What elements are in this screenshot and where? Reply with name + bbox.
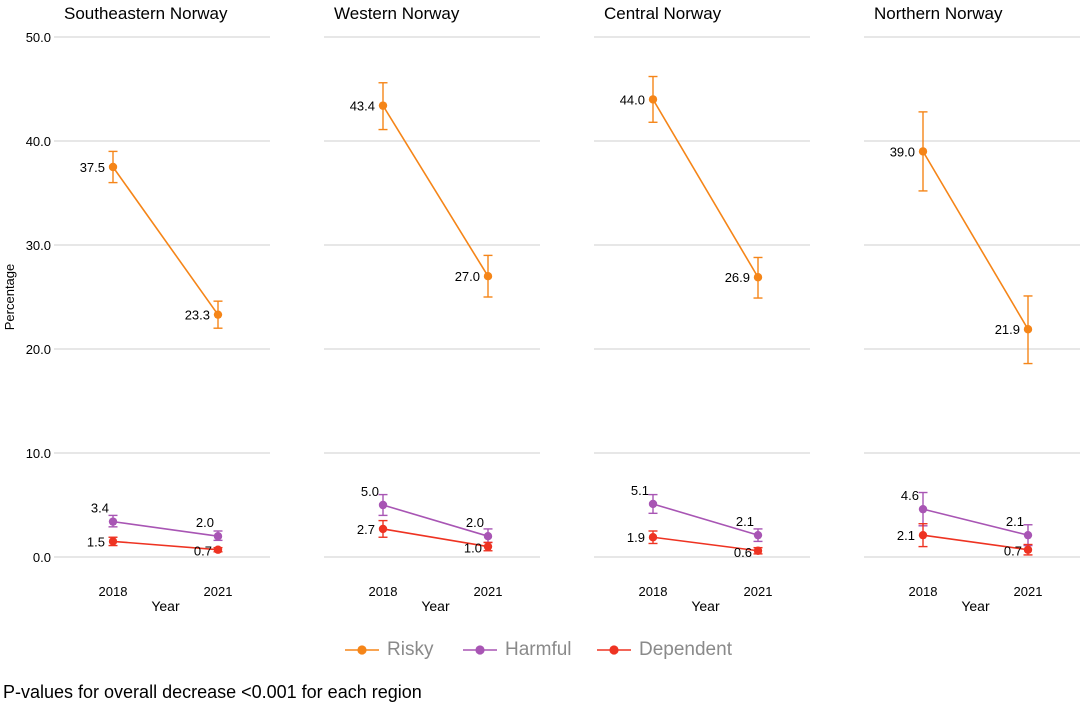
legend-swatch-risky [345, 645, 379, 655]
legend-item-harmful: Harmful [462, 636, 572, 664]
x-axis-title: Year [691, 598, 720, 614]
x-tick-label: 2018 [909, 584, 938, 599]
y-tick-label: 40.0 [26, 134, 51, 149]
data-label-harmful: 3.4 [91, 501, 109, 516]
point-harmful [378, 500, 388, 510]
data-label-dependent: 1.5 [87, 534, 105, 549]
x-axis-title: Year [421, 598, 450, 614]
point-harmful [483, 532, 493, 541]
legend-label-dependent: Dependent [639, 639, 732, 660]
point-dependent [483, 542, 493, 551]
point-risky [1023, 325, 1033, 334]
point-dependent [108, 537, 118, 546]
footnote: P-values for overall decrease <0.001 for… [3, 682, 422, 702]
series-line-harmful [922, 508, 1029, 536]
series-line-dependent [382, 528, 489, 548]
x-axis-title: Year [151, 598, 180, 614]
data-label-harmful: 2.1 [1006, 514, 1024, 529]
data-label-dependent: 0.6 [734, 545, 752, 560]
data-label-dependent: 0.7 [1004, 544, 1022, 559]
y-axis-title: Percentage [2, 264, 17, 331]
y-tick-label: 30.0 [26, 238, 51, 253]
data-label-risky: 26.9 [725, 270, 750, 285]
data-label-dependent: 1.0 [464, 541, 482, 556]
x-tick-label: 2018 [639, 584, 668, 599]
data-label-risky: 37.5 [80, 160, 105, 175]
data-label-risky: 39.0 [890, 144, 915, 159]
data-label-harmful: 5.0 [361, 484, 379, 499]
point-risky [378, 101, 388, 110]
data-label-harmful: 4.6 [901, 488, 919, 503]
x-tick-label: 2021 [744, 584, 773, 599]
legend-dot-risky [357, 645, 367, 655]
legend-swatch-dependent [597, 645, 631, 655]
x-tick-label: 2018 [369, 584, 398, 599]
panel-title-northern-norway: Northern Norway [874, 4, 1003, 23]
point-harmful [1023, 530, 1033, 540]
point-risky [753, 273, 763, 282]
x-tick-label: 2021 [474, 584, 503, 599]
data-label-risky: 23.3 [185, 308, 210, 323]
series-line-dependent [652, 536, 759, 552]
data-label-risky: 27.0 [455, 269, 480, 284]
data-label-harmful: 2.1 [736, 514, 754, 529]
y-tick-label: 20.0 [26, 342, 51, 357]
point-harmful [648, 499, 658, 509]
data-label-risky: 21.9 [995, 322, 1020, 337]
series-line-dependent [922, 534, 1029, 551]
series-line-risky [652, 98, 759, 278]
point-dependent [1023, 545, 1033, 554]
legend: Risky Harmful Dependent [344, 636, 764, 664]
legend-label-risky: Risky [387, 639, 434, 660]
point-harmful [213, 532, 223, 541]
point-dependent [213, 545, 223, 554]
y-tick-label: 50.0 [26, 30, 51, 45]
point-dependent [378, 524, 388, 534]
panel-title-central-norway: Central Norway [604, 4, 722, 23]
data-label-harmful: 5.1 [631, 483, 649, 498]
point-dependent [753, 546, 763, 555]
data-label-risky: 43.4 [350, 99, 375, 114]
series-line-harmful [652, 503, 759, 536]
point-risky [213, 310, 223, 319]
point-harmful [108, 517, 118, 526]
x-tick-label: 2021 [204, 584, 233, 599]
series-line-harmful [382, 504, 489, 537]
point-dependent [648, 533, 658, 542]
y-tick-label: 0.0 [33, 550, 51, 565]
series-line-harmful [112, 520, 219, 537]
legend-swatch-harmful [463, 645, 497, 655]
y-tick-label: 10.0 [26, 446, 51, 461]
series-line-risky [112, 166, 219, 316]
legend-item-dependent: Dependent [596, 636, 732, 664]
x-axis-title: Year [961, 598, 990, 614]
point-risky [648, 95, 658, 104]
series-line-dependent [112, 540, 219, 551]
point-harmful [753, 530, 763, 540]
data-label-dependent: 1.9 [627, 530, 645, 545]
legend-dot-harmful [475, 645, 485, 655]
data-label-harmful: 2.0 [196, 515, 214, 530]
point-risky [918, 147, 928, 156]
legend-label-harmful: Harmful [505, 639, 572, 660]
data-label-dependent: 2.7 [357, 522, 375, 537]
legend-dot-dependent [609, 645, 619, 655]
point-risky [483, 272, 493, 281]
series-line-risky [922, 150, 1029, 330]
data-label-harmful: 2.0 [466, 515, 484, 530]
legend-item-risky: Risky [344, 636, 433, 664]
panel-title-western-norway: Western Norway [334, 4, 460, 23]
point-risky [108, 162, 118, 172]
point-harmful [918, 504, 928, 514]
data-label-dependent: 2.1 [897, 528, 915, 543]
data-label-risky: 44.0 [620, 92, 645, 107]
point-dependent [918, 530, 928, 540]
x-tick-label: 2021 [1014, 584, 1043, 599]
x-tick-label: 2018 [99, 584, 128, 599]
panel-title-southeastern-norway: Southeastern Norway [64, 4, 228, 23]
series-line-risky [382, 105, 489, 277]
data-label-dependent: 0.7 [194, 544, 212, 559]
